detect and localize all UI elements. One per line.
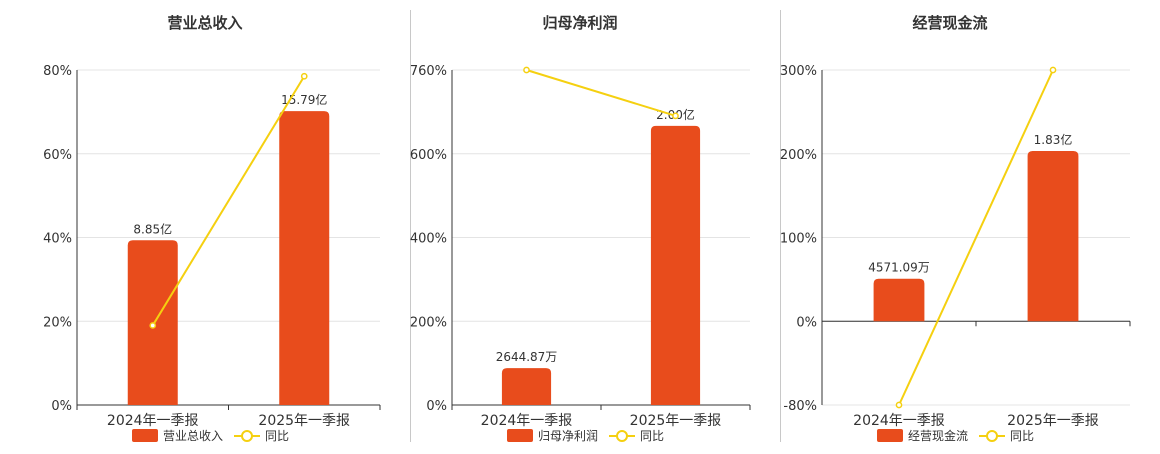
legend-swatch-marker	[986, 430, 998, 442]
y-tick-label: 60%	[43, 148, 72, 163]
chart-title: 经营现金流	[912, 14, 987, 32]
x-tick-label: 2024年一季报	[853, 413, 945, 429]
bar	[279, 111, 330, 405]
legend: 经营现金流 同比	[877, 428, 1034, 443]
y-tick-label: 200%	[780, 148, 817, 163]
legend: 营业总收入 同比	[132, 429, 289, 443]
chart-svg: 归母净利润 760% 600% 400% 200% 0% 2644.87万 2024年一季报 2…	[410, 14, 751, 443]
yoy-point	[895, 401, 903, 409]
legend-label: 营业总收入	[163, 429, 223, 443]
legend-swatch-marker	[241, 430, 253, 442]
y-tick-label: 760%	[410, 64, 447, 79]
yoy-point	[523, 66, 530, 74]
y-tick-label: 300%	[780, 64, 817, 79]
legend-label: 同比	[1010, 429, 1034, 443]
bar-value-label: 4571.09万	[868, 261, 930, 275]
bar	[650, 125, 701, 405]
chart-panel-cash-flow: 经营现金流 300% 200% 100% 0% -80% 4571.09万 2024年一季报 1…	[765, 0, 1135, 450]
legend-swatch-bar	[507, 429, 533, 442]
y-tick-label: 0%	[426, 399, 447, 414]
chart-svg: 营业总收入80%60%40%20%0%8.85亿2024年一季报15.79亿20…	[43, 14, 381, 443]
legend: 归母净利润 同比	[507, 429, 664, 443]
panel-divider	[410, 10, 411, 442]
y-tick-label: 20%	[43, 315, 72, 330]
legend-swatch-marker	[616, 430, 628, 442]
x-tick-label: 2025年一季报	[258, 413, 350, 429]
chart-title: 归母净利润	[542, 14, 617, 32]
y-tick-label: 0%	[51, 399, 72, 414]
chart-svg: 经营现金流 300% 200% 100% 0% -80% 4571.09万 2024年一季报 1…	[780, 14, 1131, 443]
bar	[873, 278, 925, 322]
legend-swatch-bar	[877, 429, 903, 442]
y-tick-label: 200%	[410, 315, 447, 330]
yoy-point	[672, 112, 679, 120]
legend-label: 同比	[265, 429, 289, 443]
legend-label: 同比	[640, 429, 664, 443]
legend-swatch-bar	[132, 429, 158, 442]
bar-value-label: 2644.87万	[496, 350, 558, 364]
legend-label: 归母净利润	[538, 429, 598, 443]
bar-value-label: 1.83亿	[1034, 132, 1073, 147]
y-tick-label: 600%	[410, 148, 447, 163]
chart-title: 营业总收入	[167, 14, 242, 32]
bar	[1027, 150, 1079, 322]
yoy-line	[898, 69, 1054, 406]
y-tick-label: -80%	[783, 399, 817, 414]
bar-value-label: 8.85亿	[133, 221, 172, 236]
x-tick-label: 2025年一季报	[1007, 413, 1099, 429]
y-tick-label: 80%	[43, 64, 72, 79]
y-tick-label: 0%	[796, 315, 817, 330]
x-tick-label: 2024年一季报	[481, 413, 573, 429]
panel-divider	[780, 10, 781, 442]
legend-label: 经营现金流	[908, 428, 968, 443]
y-tick-label: 100%	[780, 232, 817, 247]
yoy-point	[1049, 66, 1057, 74]
x-tick-label: 2025年一季报	[630, 413, 722, 429]
chart-panel-revenue: 营业总收入 80% 60% 40% 20% 0% 8.85亿 2024年一季报 15.79亿 20…	[20, 0, 390, 450]
bar	[501, 368, 552, 405]
y-tick-label: 400%	[410, 232, 447, 247]
y-tick-label: 40%	[43, 232, 72, 247]
yoy-line	[151, 75, 306, 326]
x-tick-label: 2024年一季报	[107, 413, 199, 429]
yoy-point	[149, 322, 157, 329]
yoy-point	[300, 72, 308, 80]
yoy-line	[526, 69, 676, 117]
chart-panel-net-profit: 归母净利润 760% 600% 400% 200% 0% 2644.87万 2024年一季报 2…	[395, 0, 765, 450]
